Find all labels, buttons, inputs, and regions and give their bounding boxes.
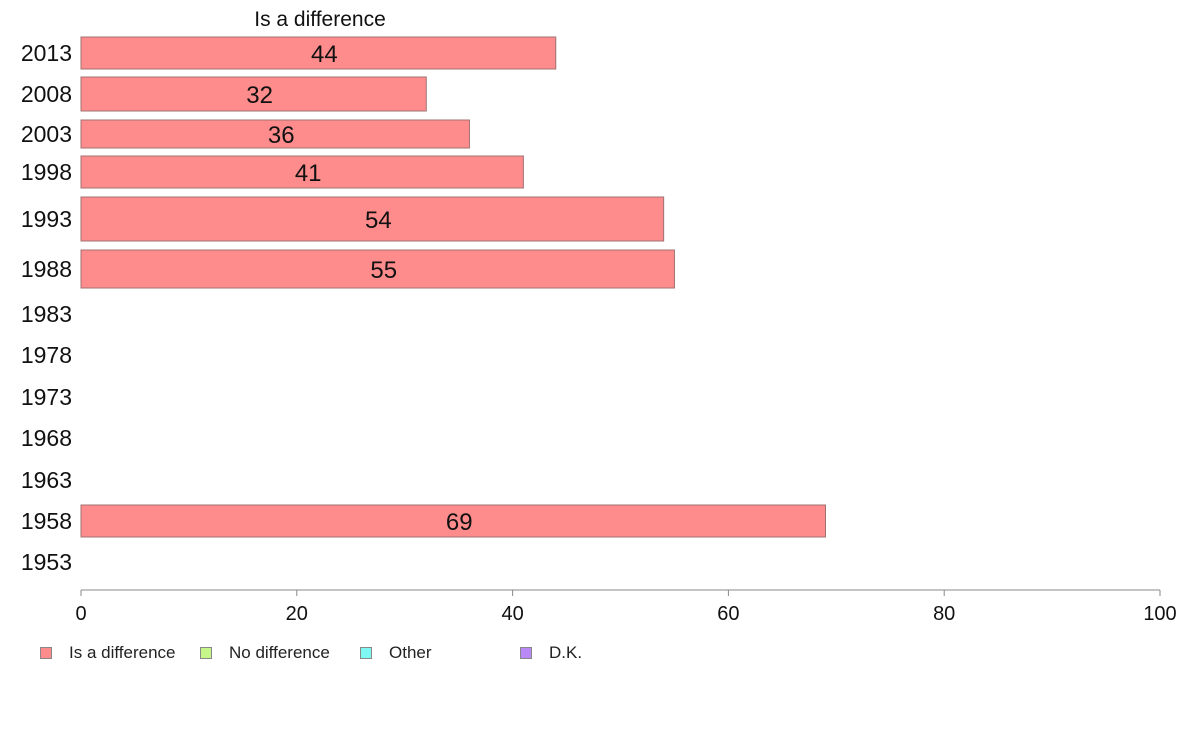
legend-swatch-dk: [520, 647, 532, 659]
legend-label-is-a-difference: Is a difference: [69, 643, 176, 662]
category-label-1953: 1953: [21, 549, 72, 575]
legend-swatch-other: [360, 647, 372, 659]
category-label-1988: 1988: [21, 256, 72, 282]
data-label-2013: 44: [311, 41, 338, 68]
legend-item-is-a-difference: Is a difference: [40, 643, 175, 663]
x-tick-label-60: 60: [717, 603, 739, 625]
legend-item-dk: D.K.: [520, 643, 582, 663]
category-label-1963: 1963: [21, 467, 72, 493]
legend-item-no-difference: No difference: [200, 643, 330, 663]
x-tick-label-40: 40: [501, 603, 523, 625]
legend-item-other: Other: [360, 643, 432, 663]
legend-swatch-no-difference: [200, 647, 212, 659]
category-label-2003: 2003: [21, 121, 72, 147]
bar-2008: [80, 76, 427, 112]
bar-1988: [80, 249, 675, 289]
x-tick-label-20: 20: [286, 603, 308, 625]
data-label-1998: 41: [295, 160, 322, 187]
legend-label-other: Other: [389, 643, 432, 662]
bar-1993: [80, 196, 665, 242]
data-label-1988: 55: [370, 257, 397, 284]
bar-1998: [80, 155, 524, 189]
category-label-2013: 2013: [21, 40, 72, 66]
category-label-1993: 1993: [21, 206, 72, 232]
legend-swatch-is-a-difference: [40, 647, 52, 659]
data-label-1958: 69: [446, 509, 473, 536]
legend-label-dk: D.K.: [549, 643, 583, 662]
data-label-2008: 32: [246, 82, 273, 109]
bar-2003: [80, 119, 470, 149]
bar-1958: [80, 504, 827, 538]
data-label-1993: 54: [365, 207, 392, 234]
x-tick-label-100: 100: [1143, 603, 1176, 625]
bar-chart: Is a difference 2013 44 2008 32 2003 36 1998 41…: [21, 8, 1177, 625]
legend-label-no-difference: No difference: [229, 643, 330, 662]
bar-2013: [80, 36, 557, 70]
chart-title: Is a difference: [254, 8, 386, 31]
category-label-1983: 1983: [21, 301, 72, 327]
category-label-1978: 1978: [21, 342, 72, 368]
category-label-1968: 1968: [21, 425, 72, 451]
category-label-1973: 1973: [21, 384, 72, 410]
x-tick-label-0: 0: [75, 603, 86, 625]
category-label-2008: 2008: [21, 81, 72, 107]
category-label-1998: 1998: [21, 159, 72, 185]
x-tick-label-80: 80: [933, 603, 955, 625]
data-label-2003: 36: [268, 122, 295, 149]
category-label-1958: 1958: [21, 508, 72, 534]
